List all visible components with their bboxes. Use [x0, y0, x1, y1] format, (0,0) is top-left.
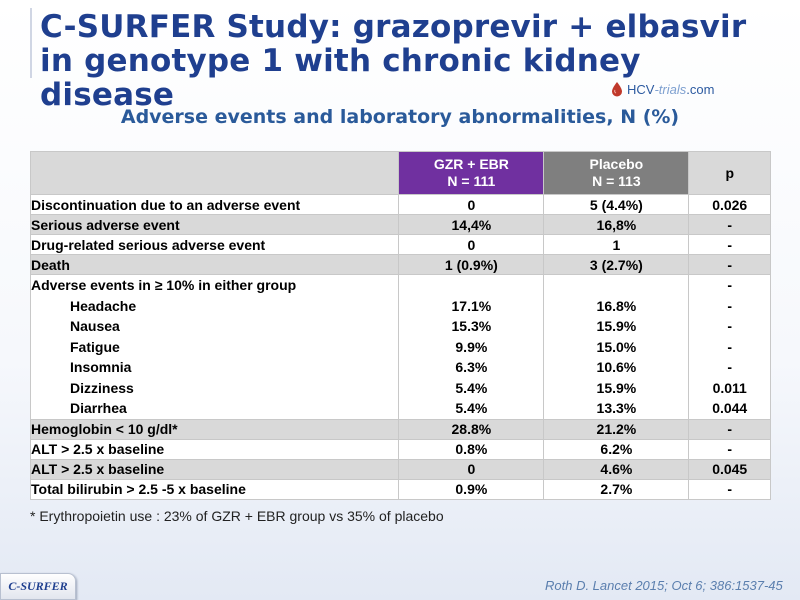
placebo-value: 10.6% [596, 359, 637, 375]
placebo-value: 1 [543, 234, 690, 255]
table-row: Discontinuation due to an adverse event … [29, 194, 771, 215]
header-grz-ebr: GZR + EBR N = 111 [398, 151, 545, 195]
title-line-2: in genotype 1 with chronic kidney diseas… [40, 43, 641, 113]
footnote: * Erythropoietin use : 23% of GZR + EBR … [30, 508, 444, 524]
table-row: Hemoglobin < 10 g/dl* 28.8% 21.2% - [29, 418, 771, 440]
p-value: - [727, 318, 733, 334]
ae-item-label: Diarrhea [70, 400, 127, 416]
logo-text: HCV-trials.com [627, 81, 715, 97]
hcv-trials-logo: HCV-trials.com [610, 78, 714, 100]
placebo-value: 4.6% [543, 458, 690, 480]
p-value: 0.026 [688, 194, 771, 215]
p-value: - [688, 254, 771, 275]
placebo-value: 15.9% [596, 318, 637, 334]
placebo-value: 13.3% [596, 400, 637, 416]
table-row: Total bilirubin > 2.5 -5 x baseline 0.9%… [29, 478, 771, 500]
header-grz-n: N = 111 [447, 173, 496, 189]
slide-title: C-SURFER Study: grazoprevir + elbasvir i… [40, 10, 780, 112]
title-line-1: C-SURFER Study: grazoprevir + elbasvir [40, 9, 747, 45]
grz-value: 5.4% [455, 400, 488, 416]
ae-item-label: Insomnia [70, 359, 132, 375]
study-badge-label: C-SURFER [8, 579, 68, 593]
ae-p-values: - - - - - 0.011 0.044 [688, 274, 771, 420]
row-label: Drug-related serious adverse event [29, 234, 400, 255]
p-value: - [727, 359, 733, 375]
table-row: Death 1 (0.9%) 3 (2.7%) - [29, 254, 771, 275]
title-accent-bar [30, 8, 32, 78]
p-value: - [688, 418, 771, 440]
grz-value: 5.4% [455, 379, 488, 396]
placebo-value: 2.7% [543, 478, 690, 500]
table-row: ALT > 2.5 x baseline 0 4.6% 0.045 [29, 458, 771, 480]
grz-value: 17.1% [451, 297, 492, 314]
study-badge: C-SURFER [0, 573, 76, 600]
p-value: - [727, 338, 733, 355]
placebo-value: 21.2% [543, 418, 690, 440]
grz-value: 0.9% [398, 478, 545, 500]
grz-value: 6.3% [455, 359, 488, 375]
placebo-value: 16,8% [543, 214, 690, 235]
ae-grz-values: 17.1% 15.3% 9.9% 6.3% 5.4% 5.4% [398, 274, 545, 420]
grz-value: 28.8% [398, 418, 545, 440]
ae-group-label: Adverse events in ≥ 10% in either group [31, 277, 297, 293]
table-row: Serious adverse event 14,4% 16,8% - [29, 214, 771, 235]
row-label: Discontinuation due to an adverse event [29, 194, 400, 215]
grz-value: 0 [398, 234, 545, 255]
row-label: Hemoglobin < 10 g/dl* [29, 418, 400, 440]
placebo-value: 3 (2.7%) [543, 254, 690, 275]
table-header-row: GZR + EBR N = 111 Placebo N = 113 p [29, 151, 771, 195]
p-value: - [727, 277, 733, 293]
grz-value: 14,4% [398, 214, 545, 235]
header-blank-cell [29, 151, 400, 195]
placebo-value: 5 (4.4%) [543, 194, 690, 215]
row-label: Serious adverse event [29, 214, 400, 235]
row-label: Total bilirubin > 2.5 -5 x baseline [29, 478, 400, 500]
p-value: 0.011 [712, 379, 747, 396]
header-grz-label: GZR + EBR [433, 156, 509, 172]
header-placebo-label: Placebo [589, 156, 644, 172]
slide-subtitle: Adverse events and laboratory abnormalit… [120, 106, 680, 128]
adverse-events-group-row: Adverse events in ≥ 10% in either group … [29, 274, 771, 420]
citation-reference: Roth D. Lancet 2015; Oct 6; 386:1537-45 [545, 578, 783, 593]
table-row: ALT > 2.5 x baseline 0.8% 6.2% - [29, 438, 771, 460]
row-label: ALT > 2.5 x baseline [29, 438, 400, 460]
grz-value: 15.3% [451, 318, 492, 334]
grz-value: 0 [398, 458, 545, 480]
ae-item-label: Headache [70, 297, 137, 314]
placebo-value: 15.9% [596, 379, 637, 396]
p-value: - [688, 234, 771, 255]
ae-placebo-values: 16.8% 15.9% 15.0% 10.6% 15.9% 13.3% [543, 274, 690, 420]
ae-item-label: Fatigue [70, 338, 120, 355]
row-label: Death [29, 254, 400, 275]
grz-value: 0 [398, 194, 545, 215]
header-p-value: p [688, 151, 771, 195]
adverse-events-table: GZR + EBR N = 111 Placebo N = 113 p Disc… [29, 151, 771, 500]
p-value: - [727, 297, 733, 314]
p-value: - [688, 478, 771, 500]
table-row: Drug-related serious adverse event 0 1 - [29, 234, 771, 255]
ae-item-label: Nausea [70, 318, 120, 334]
p-value: 0.045 [688, 458, 771, 480]
grz-value: 0.8% [398, 438, 545, 460]
placebo-value: 16.8% [596, 297, 637, 314]
header-placebo-n: N = 113 [592, 173, 641, 189]
header-placebo: Placebo N = 113 [543, 151, 690, 195]
placebo-value: 6.2% [543, 438, 690, 460]
grz-value: 9.9% [455, 338, 488, 355]
p-value: - [688, 214, 771, 235]
placebo-value: 15.0% [596, 338, 637, 355]
p-value: - [688, 438, 771, 460]
drop-icon [612, 82, 622, 97]
row-label: ALT > 2.5 x baseline [29, 458, 400, 480]
grz-value: 1 (0.9%) [398, 254, 545, 275]
ae-group-labels: Adverse events in ≥ 10% in either group … [29, 274, 400, 420]
p-value: 0.044 [712, 400, 748, 416]
ae-item-label: Dizziness [70, 379, 134, 396]
